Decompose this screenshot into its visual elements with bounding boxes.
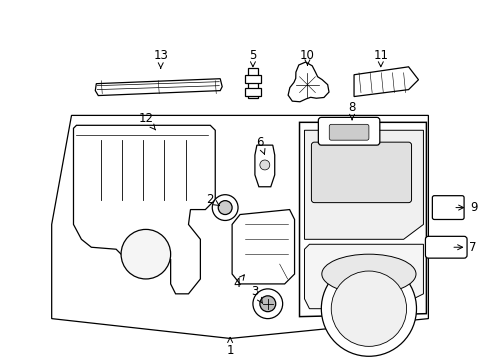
Text: 11: 11: [372, 49, 387, 67]
Polygon shape: [52, 116, 427, 338]
FancyBboxPatch shape: [318, 117, 379, 145]
Text: 7: 7: [453, 241, 476, 254]
Text: 8: 8: [347, 101, 355, 120]
Circle shape: [259, 296, 275, 312]
Circle shape: [252, 289, 282, 319]
Polygon shape: [353, 67, 418, 96]
FancyBboxPatch shape: [425, 236, 466, 258]
Polygon shape: [304, 244, 423, 309]
Bar: [247, 68, 257, 98]
Polygon shape: [73, 125, 215, 294]
Circle shape: [218, 201, 232, 215]
Circle shape: [121, 229, 170, 279]
Text: 12: 12: [138, 112, 155, 130]
Polygon shape: [232, 210, 294, 284]
FancyBboxPatch shape: [311, 142, 411, 203]
Text: 4: 4: [233, 275, 244, 291]
Circle shape: [330, 271, 406, 346]
Text: 3: 3: [251, 285, 262, 303]
Text: 6: 6: [256, 136, 264, 154]
Polygon shape: [95, 79, 222, 95]
Polygon shape: [254, 145, 274, 187]
Text: 2: 2: [206, 193, 219, 206]
Text: 13: 13: [153, 49, 168, 68]
Polygon shape: [287, 62, 328, 102]
Text: 1: 1: [226, 338, 233, 357]
Circle shape: [321, 261, 416, 356]
Circle shape: [259, 160, 269, 170]
FancyBboxPatch shape: [431, 196, 463, 220]
Polygon shape: [299, 122, 426, 317]
Circle shape: [212, 195, 238, 220]
Ellipse shape: [321, 254, 415, 294]
Text: 9: 9: [455, 201, 477, 214]
Text: 10: 10: [300, 49, 314, 65]
Polygon shape: [304, 130, 423, 239]
FancyBboxPatch shape: [328, 124, 368, 140]
Bar: [244, 87, 260, 95]
Bar: [244, 75, 260, 83]
Text: 5: 5: [249, 49, 256, 67]
